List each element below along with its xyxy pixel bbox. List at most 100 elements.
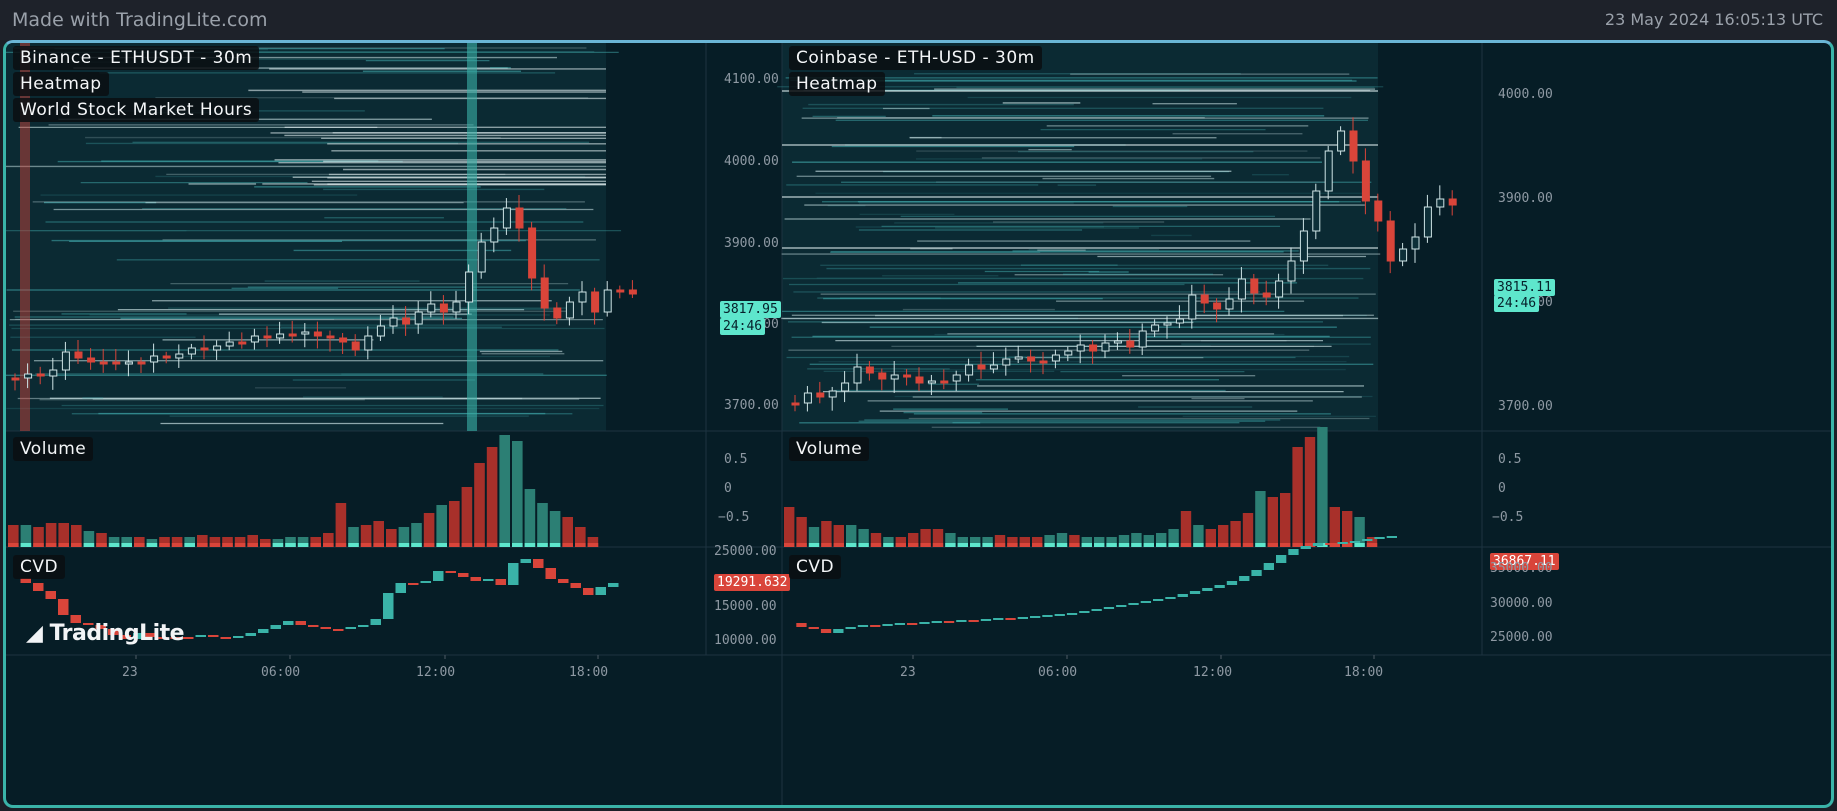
left-cvd-bar	[120, 635, 131, 639]
left-candle-body	[276, 333, 285, 339]
right-volume-bar-delta	[1156, 543, 1167, 547]
left-candle-body	[326, 335, 335, 339]
right-time-tick: 06:00	[1038, 665, 1078, 680]
right-volume-bar-delta	[1354, 543, 1365, 547]
left-volume-bar	[436, 505, 447, 547]
right-title[interactable]: Coinbase - ETH-USD - 30m	[789, 46, 1042, 70]
right-candle-body	[1089, 344, 1098, 352]
left-candle-body	[49, 369, 58, 377]
right-volume-bar	[1329, 507, 1340, 547]
right-volume-bar	[1292, 447, 1303, 547]
right-cvd-bar	[1091, 609, 1102, 611]
right-volume-bar	[920, 529, 931, 547]
right-candle-body	[1200, 294, 1209, 304]
right-volume-bar-delta	[1193, 543, 1204, 547]
right-volume-bar	[1118, 535, 1130, 547]
left-volume-bar-delta	[360, 543, 372, 547]
left-candle-body	[187, 347, 196, 355]
right-volume-bar	[908, 533, 919, 547]
right-volume-bar	[833, 525, 844, 547]
right-candle-body	[878, 372, 887, 380]
left-cvd-bar	[458, 573, 469, 577]
right-candle-body	[1349, 130, 1358, 162]
right-volume-bar	[957, 537, 968, 547]
left-cvd-bar	[20, 578, 31, 583]
left-candle-body	[213, 345, 222, 351]
left-candle-body	[477, 241, 486, 273]
right-cvd-bar	[1030, 616, 1041, 618]
left-cvd-bar	[583, 588, 594, 595]
right-candle-body	[1163, 322, 1172, 326]
left-candle-body	[263, 335, 272, 339]
right-volume-bar	[895, 537, 906, 547]
right-cvd-bar	[1079, 611, 1090, 613]
right-cvd-bar	[1177, 594, 1188, 597]
left-volume-bar-delta	[310, 543, 321, 547]
right-volume-bar-delta	[870, 543, 882, 547]
left-volume-bar	[8, 525, 19, 547]
right-indicator-heatmap[interactable]: Heatmap	[789, 72, 885, 96]
right-cvd-label[interactable]: CVD	[789, 555, 842, 579]
left-cvd-bar	[95, 625, 106, 629]
left-cvd-label[interactable]: CVD	[13, 555, 66, 579]
right-candle-body	[1101, 342, 1110, 352]
right-volume-bar-delta	[858, 543, 869, 547]
right-cvd-bar	[1312, 543, 1324, 546]
right-volume-bar-delta	[1180, 543, 1192, 547]
left-indicator-heatmap[interactable]: Heatmap	[13, 72, 109, 96]
left-volume-label[interactable]: Volume	[13, 437, 94, 461]
left-candle-body	[452, 301, 461, 313]
right-cvd-bar	[1054, 614, 1065, 616]
right-volume-bar-delta	[982, 543, 993, 547]
left-candle-body	[439, 303, 448, 313]
left-volume-bar-delta	[197, 543, 208, 547]
right-candle-body	[1014, 356, 1023, 360]
right-candle-body	[952, 374, 961, 382]
left-candle-body	[376, 325, 385, 337]
left-volume-bar	[537, 503, 548, 547]
right-cvd-bar	[894, 623, 905, 625]
left-countdown-tag: 24:46	[720, 318, 766, 335]
left-cvd-bar	[45, 591, 56, 599]
left-volume-bar-delta	[146, 543, 158, 547]
left-candle-body	[175, 353, 184, 359]
left-indicator-market-hours[interactable]: World Stock Market Hours	[13, 98, 260, 122]
left-candle-body	[540, 277, 549, 309]
left-cvd-bar	[170, 637, 181, 639]
left-volume-bar	[45, 523, 57, 547]
right-volume-bar-delta	[1230, 543, 1241, 547]
right-volume-bar	[858, 529, 869, 547]
right-volume-label[interactable]: Volume	[789, 437, 870, 461]
right-volume-bar-delta	[1106, 543, 1117, 547]
right-cvd-bar	[993, 618, 1004, 620]
left-cvd-bar	[545, 568, 556, 579]
market-hours-band	[20, 43, 30, 431]
left-volume-bar	[209, 537, 221, 547]
right-cvd-bar	[1251, 570, 1262, 576]
left-volume-bar	[171, 537, 183, 547]
right-volume-tick: 0.5	[1498, 452, 1522, 467]
left-volume-bar-delta	[20, 543, 32, 547]
left-candle-body	[112, 361, 121, 365]
left-candle-body	[364, 335, 373, 351]
right-candle-body	[989, 364, 998, 370]
left-volume-bar	[499, 435, 510, 547]
left-volume-tick: −0.5	[718, 510, 750, 525]
left-last-price-tag: 3817.95	[720, 301, 781, 318]
right-volume-bar-delta	[1118, 543, 1130, 547]
left-cvd-bar	[333, 629, 344, 631]
left-volume-bar	[423, 513, 435, 547]
left-candle-body	[553, 307, 562, 319]
right-time-tick: 18:00	[1344, 665, 1384, 680]
charts-canvas[interactable]	[6, 43, 1831, 805]
left-volume-bar	[285, 537, 296, 547]
right-cvd-bar	[1337, 542, 1348, 544]
left-volume-bar	[549, 511, 561, 547]
right-volume-bar-delta	[920, 543, 931, 547]
left-title[interactable]: Binance - ETHUSDT - 30m	[13, 46, 260, 70]
right-cvd-bar	[845, 627, 856, 629]
left-time-tick: 12:00	[416, 665, 456, 680]
left-candle-body	[578, 291, 587, 303]
watermark-text: Made with TradingLite.com	[12, 9, 268, 31]
left-candle-body	[137, 361, 146, 365]
